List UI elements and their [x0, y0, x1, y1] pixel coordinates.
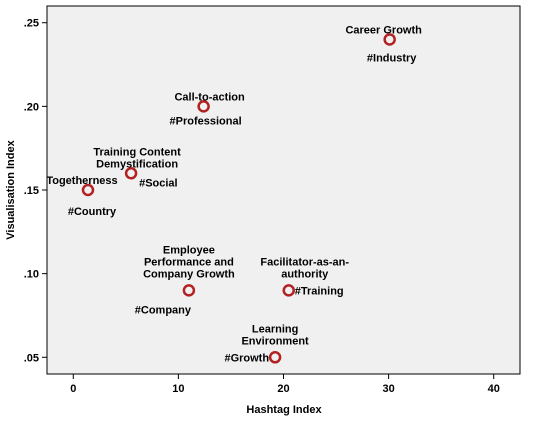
- data-point: Call-to-action #Professional: [170, 91, 245, 127]
- point-label: Call-to-action: [174, 91, 245, 103]
- point-marker: [282, 284, 296, 297]
- x-tick-label: 20: [277, 383, 289, 395]
- x-axis-title: Hashtag Index: [246, 404, 322, 416]
- data-points: Career Growth #Industry Call-to-action #Pro…: [46, 24, 422, 364]
- x-tick-label: 30: [382, 383, 394, 395]
- point-label: Company Growth: [143, 268, 235, 280]
- point-label: Environment: [241, 335, 309, 347]
- point-hashtag: #Social: [139, 177, 178, 189]
- x-tick-label: 40: [488, 383, 500, 395]
- point-label: Performance and: [144, 256, 234, 268]
- point-label: Career Growth: [345, 24, 422, 36]
- x-tick-label: 0: [70, 383, 76, 395]
- data-point: Career Growth #Industry: [345, 24, 422, 64]
- point-hashtag: #Growth: [224, 352, 269, 364]
- y-axis: .05 .10 .15 .20 .25: [24, 18, 47, 364]
- point-hashtag: #Country: [68, 206, 117, 218]
- x-tick-label: 10: [172, 383, 184, 395]
- point-hashtag: #Company: [135, 304, 192, 316]
- point-marker: [268, 351, 282, 364]
- data-point: Facilitator-as-an-authority #Training: [260, 256, 349, 297]
- y-tick-label: .10: [24, 269, 39, 281]
- point-label: Togetherness: [46, 175, 117, 187]
- point-label: Demystification: [96, 158, 178, 170]
- y-tick-label: .05: [24, 352, 39, 364]
- point-label: authority: [281, 268, 329, 280]
- y-tick-label: .15: [24, 185, 39, 197]
- point-label: Facilitator-as-an-: [260, 256, 349, 268]
- point-marker: [124, 167, 138, 180]
- y-axis-title: Visualisation Index: [5, 139, 17, 239]
- point-label: Employee: [163, 244, 215, 256]
- y-tick-label: .20: [24, 101, 39, 113]
- point-marker: [81, 183, 95, 197]
- point-label: Learning: [252, 323, 298, 335]
- y-tick-label: .25: [24, 18, 39, 30]
- point-label: Training Content: [93, 146, 181, 158]
- x-axis: 0 10 20 30 40: [70, 374, 500, 395]
- point-marker: [383, 33, 396, 46]
- point-hashtag: #Professional: [170, 115, 242, 127]
- data-point: Togetherness #Country: [46, 175, 117, 218]
- plot-area: [46, 5, 521, 375]
- point-hashtag: #Training: [295, 285, 344, 297]
- point-marker: [197, 100, 210, 113]
- point-marker: [182, 284, 196, 297]
- point-hashtag: #Industry: [367, 52, 417, 64]
